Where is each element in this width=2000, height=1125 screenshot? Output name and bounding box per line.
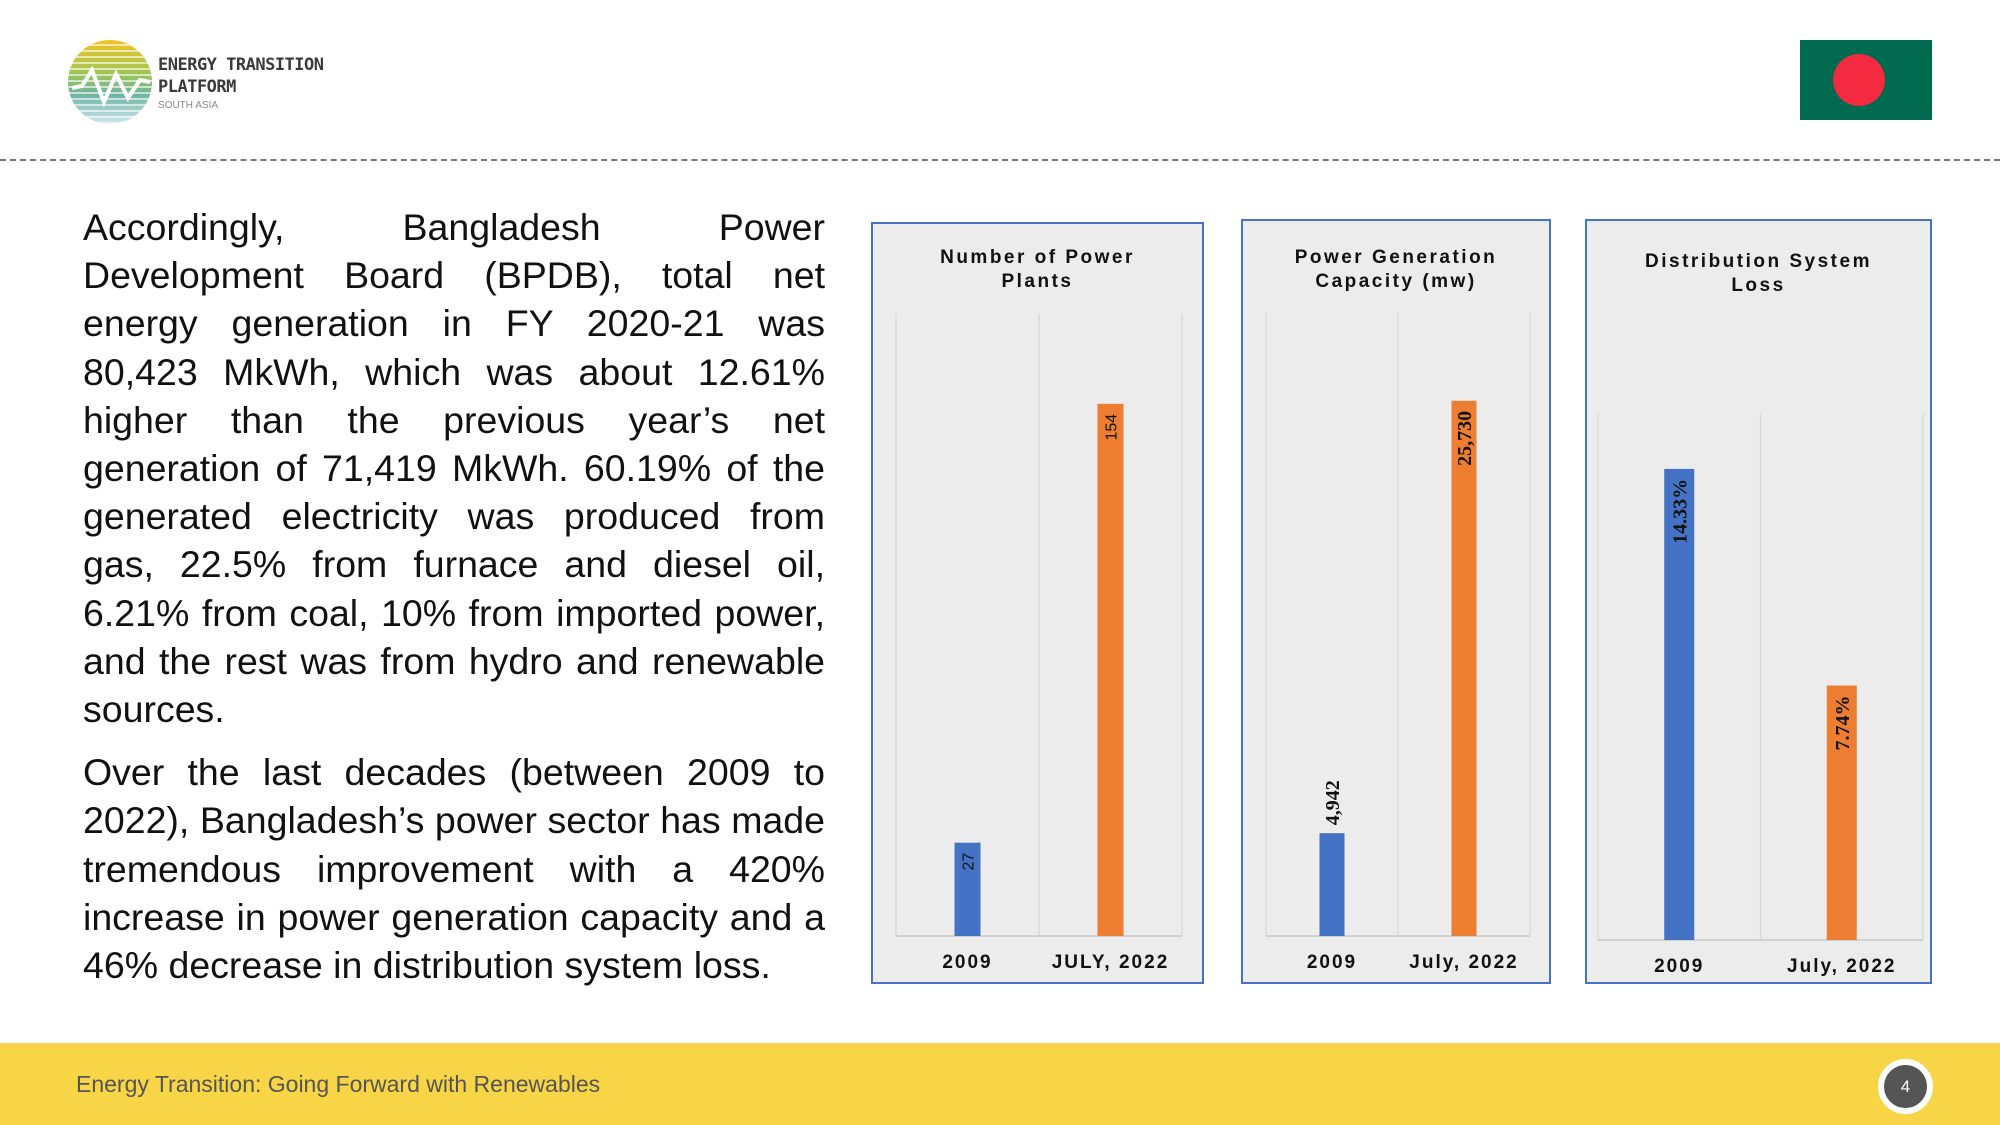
data-label: 25,730 [1454, 411, 1476, 466]
chart-plot: 27 2009 154 JULY, 2022 [895, 314, 1183, 973]
data-label: 27 [961, 853, 978, 871]
body-text: Accordingly, Bangladesh Power Developmen… [83, 203, 825, 1004]
data-label: 4,942 [1322, 780, 1344, 825]
data-label: 154 [1104, 414, 1121, 441]
chart-generation-capacity: Power Generation Capacity (mw) 4,942 2009… [1241, 219, 1551, 984]
paragraph: Accordingly, Bangladesh Power Developmen… [83, 206, 825, 731]
category-label: July, 2022 [1787, 956, 1896, 977]
bar-0 [1319, 833, 1345, 936]
footer-text: Energy Transition: Going Forward with Re… [76, 1071, 601, 1097]
category-label: 2009 [1307, 952, 1357, 973]
data-label: 7.74% [1832, 696, 1854, 751]
data-label: 14.33% [1669, 479, 1691, 544]
bar-0 [1664, 468, 1695, 940]
logo-line1: ENERGY TRANSITION [158, 54, 324, 75]
category-label: 2009 [942, 952, 992, 973]
bangladesh-flag [1800, 40, 1932, 120]
page-number: 4 [1878, 1059, 1933, 1114]
chart-power-plants: Number of Power Plants 27 2009 154 JULY, 20… [871, 222, 1204, 984]
footer: Energy Transition: Going Forward with Re… [0, 1043, 2000, 1125]
chart-distribution-loss: Distribution System Loss 14.33% 2009 7.74%… [1585, 219, 1932, 984]
logo-mark [68, 40, 152, 124]
chart-plot: 4,942 2009 25,730 July, 2022 [1265, 312, 1531, 973]
category-label: 2009 [1654, 956, 1704, 977]
paragraph: Over the last decades (between 2009 to 2… [83, 751, 825, 987]
category-label: July, 2022 [1409, 952, 1518, 973]
bar-1 [1097, 403, 1124, 936]
chart-title: Distribution System Loss [1645, 251, 1872, 296]
category-label: JULY, 2022 [1052, 952, 1170, 973]
logo-line3: SOUTH ASIA [158, 99, 219, 111]
bar-1 [1826, 685, 1857, 940]
bar-1 [1451, 400, 1477, 936]
chart-title: Power Generation Capacity (mw) [1294, 247, 1498, 292]
logo: ENERGY TRANSITION PLATFORM SOUTH ASIA [68, 40, 324, 124]
chart-title: Number of Power Plants [940, 247, 1135, 292]
logo-line2: PLATFORM [158, 76, 236, 97]
divider [0, 159, 2000, 161]
chart-plot: 14.33% 2009 7.74% July, 2022 [1597, 414, 1924, 977]
bar-0 [954, 842, 981, 936]
